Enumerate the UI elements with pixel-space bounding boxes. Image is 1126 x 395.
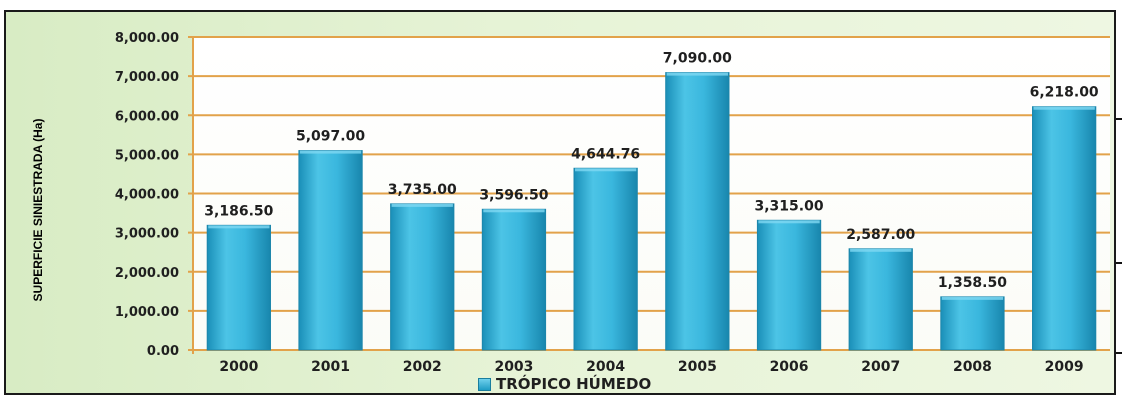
y-tick-label: 3,000.00 [115,227,179,242]
bar-2005 [665,72,730,351]
bars [206,72,1097,351]
data-label-2000: 3,186.50 [204,203,273,219]
y-tick-label: 7,000.00 [115,70,179,85]
bar-cap-2009 [1033,106,1095,110]
data-label-2002: 3,735.00 [388,182,457,198]
x-tick-label-2001: 2001 [311,359,350,375]
bar-cap-2002 [391,203,453,207]
x-tick-label-2009: 2009 [1045,359,1084,375]
bar-cap-2000 [208,225,270,229]
y-tick-label: 0.00 [147,344,179,359]
x-tick-label-2005: 2005 [678,359,717,375]
bar-cap-2001 [299,150,362,154]
bar-cap-2005 [666,72,728,76]
data-label-2007: 2,587.00 [846,227,915,243]
y-axis-label: SUPERFICIE SINIESTRADA (Ha) [31,118,45,302]
title-strip [0,0,1126,10]
bar-cap-2004 [575,168,637,172]
data-label-2009: 6,218.00 [1030,85,1099,101]
x-tick-label-2007: 2007 [861,359,900,375]
y-tick-label: 4,000.00 [115,188,179,203]
bar-2004 [573,167,638,351]
bar-2001 [298,150,363,351]
x-tick-label-2008: 2008 [953,359,992,375]
y-tick-label: 2,000.00 [115,266,179,281]
data-label-2004: 4,644.76 [571,146,640,162]
legend-swatch [478,377,491,391]
x-tick-labels: 2000 2001 2002 2003 2004 2005 2006 2007 2008 2009 [219,359,1083,375]
data-labels: 3,186.50 5,097.00 3,735.00 3,596.50 4,644.76… [204,51,1099,291]
bar-cap-2006 [758,220,820,224]
data-label-2001: 5,097.00 [296,129,365,145]
bar-cap-2007 [850,248,912,252]
data-label-2008: 1,358.50 [938,275,1007,291]
data-label-2006: 3,315.00 [755,198,824,214]
data-label-2005: 7,090.00 [663,51,732,67]
y-tick-label: 8,000.00 [115,31,179,46]
data-label-2003: 3,596.50 [479,187,548,203]
bar-2003 [481,208,547,351]
x-tick-label-2000: 2000 [219,359,258,375]
bar-cap-2003 [483,209,545,213]
bar-2007 [848,248,913,351]
legend-label: TRÓPICO HÚMEDO [496,375,652,393]
x-tick-label-2004: 2004 [586,359,625,375]
bar-2002 [390,203,455,351]
y-tick-labels: 0.00 1,000.00 2,000.00 3,000.00 4,000.00 5,00… [115,31,179,359]
bar-2000 [206,224,271,351]
bar-cap-2008 [941,296,1004,300]
frame-tick [1116,118,1122,120]
y-tick-label: 6,000.00 [115,109,179,124]
frame-tick [1116,352,1122,354]
bar-2008 [940,296,1005,351]
frame-tick [1116,262,1122,264]
y-tick-label: 1,000.00 [115,305,179,320]
x-tick-label-2003: 2003 [494,359,533,375]
y-tick-label: 5,000.00 [115,148,179,163]
x-tick-label-2002: 2002 [403,359,442,375]
x-tick-label-2006: 2006 [770,359,809,375]
bar-2006 [756,219,822,351]
bar-2009 [1032,106,1097,351]
legend: TRÓPICO HÚMEDO [478,375,651,393]
